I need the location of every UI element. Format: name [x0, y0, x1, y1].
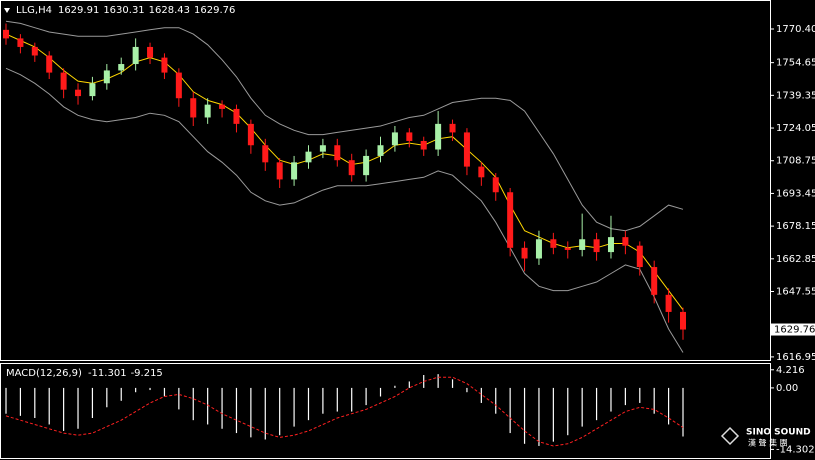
price-tag-label: 1629.76 [774, 325, 815, 336]
candle-body [247, 123, 254, 146]
candle-body [3, 29, 9, 39]
candle-body [132, 46, 139, 65]
candle-body [406, 132, 413, 141]
overlay-line [5, 20, 684, 232]
signal-line [5, 376, 684, 447]
candle-body [60, 72, 67, 90]
candle-body [607, 237, 614, 253]
candle-body [233, 108, 240, 124]
candle-body [305, 151, 312, 163]
candle-body [17, 38, 24, 47]
header-value: 1629.76 [194, 5, 235, 16]
candle-body [636, 245, 643, 268]
header-value: -11.301 [88, 368, 127, 379]
candle-body [161, 57, 168, 73]
candle-body [665, 294, 672, 312]
candle-body [579, 239, 586, 250]
overlay-line [5, 67, 684, 353]
y-tick-label: 1678.15 [776, 221, 815, 232]
candle-body [175, 72, 182, 99]
candle-body [377, 145, 384, 156]
candle-body [31, 46, 38, 56]
candle-body [507, 192, 514, 248]
y-tick-label: 0.00 [776, 383, 798, 394]
candle-body [420, 140, 427, 150]
candle-body [535, 239, 542, 259]
watermark-logo [720, 426, 740, 446]
candle-body [651, 267, 658, 295]
y-tick-label: 1724.05 [776, 123, 815, 134]
y-tick-label: 1647.55 [776, 287, 815, 298]
candle-body [680, 311, 686, 330]
overlay-line [5, 33, 684, 311]
candle-body [391, 132, 398, 146]
watermark-subtitle: 漢 聲 集 團 [748, 438, 788, 448]
candle-body [363, 155, 370, 176]
candle-body [291, 162, 298, 180]
price-tag [771, 323, 815, 336]
panel-title: MACD(12,26,9) [6, 368, 82, 379]
candle-body [147, 46, 154, 58]
panel-title: LLG,H4 [16, 5, 52, 16]
y-tick-label: 1770.40 [776, 24, 815, 35]
candle-body [521, 247, 528, 259]
y-tick-label: 1693.45 [776, 188, 815, 199]
main-panel-frame [0, 0, 771, 361]
candle-body [276, 162, 283, 180]
y-tick-label: 1616.95 [776, 352, 815, 363]
candle-body [564, 247, 571, 250]
candle-body [262, 145, 269, 163]
candle-body [463, 132, 470, 167]
y-tick-label: -14.302 [776, 444, 815, 455]
candle-body [622, 237, 629, 246]
macd-panel-frame [0, 363, 771, 459]
header-value: 1628.43 [149, 5, 190, 16]
y-tick-label: 1662.85 [776, 254, 815, 265]
menu-triangle [4, 8, 10, 13]
candle-body [550, 239, 557, 248]
y-tick-label: 4.216 [776, 365, 805, 376]
candle-body [435, 123, 442, 150]
candle-body [478, 166, 485, 178]
candle-body [492, 177, 499, 193]
candle-body [190, 98, 197, 118]
candle-body [593, 239, 600, 253]
candle-body [103, 70, 110, 84]
header-value: 1629.91 [58, 5, 99, 16]
candle-body [334, 145, 341, 161]
candle-body [449, 123, 456, 133]
y-tick-label: 1754.65 [776, 58, 815, 69]
candle-body [46, 55, 53, 73]
y-tick-label: 1708.75 [776, 156, 815, 167]
candle-body [204, 104, 211, 118]
watermark-title: SINO SOUND [746, 428, 811, 438]
candle-body [89, 83, 96, 97]
candle-body [348, 160, 355, 176]
y-tick-label: 1739.35 [776, 90, 815, 101]
watermark: SINO SOUND 漢 聲 集 團 [720, 426, 811, 448]
candle-body [219, 104, 226, 109]
candle-body [118, 64, 125, 71]
candle-body [319, 145, 326, 152]
candle-body [75, 89, 82, 97]
header-value: 1630.31 [103, 5, 144, 16]
header-value: -9.215 [131, 368, 163, 379]
